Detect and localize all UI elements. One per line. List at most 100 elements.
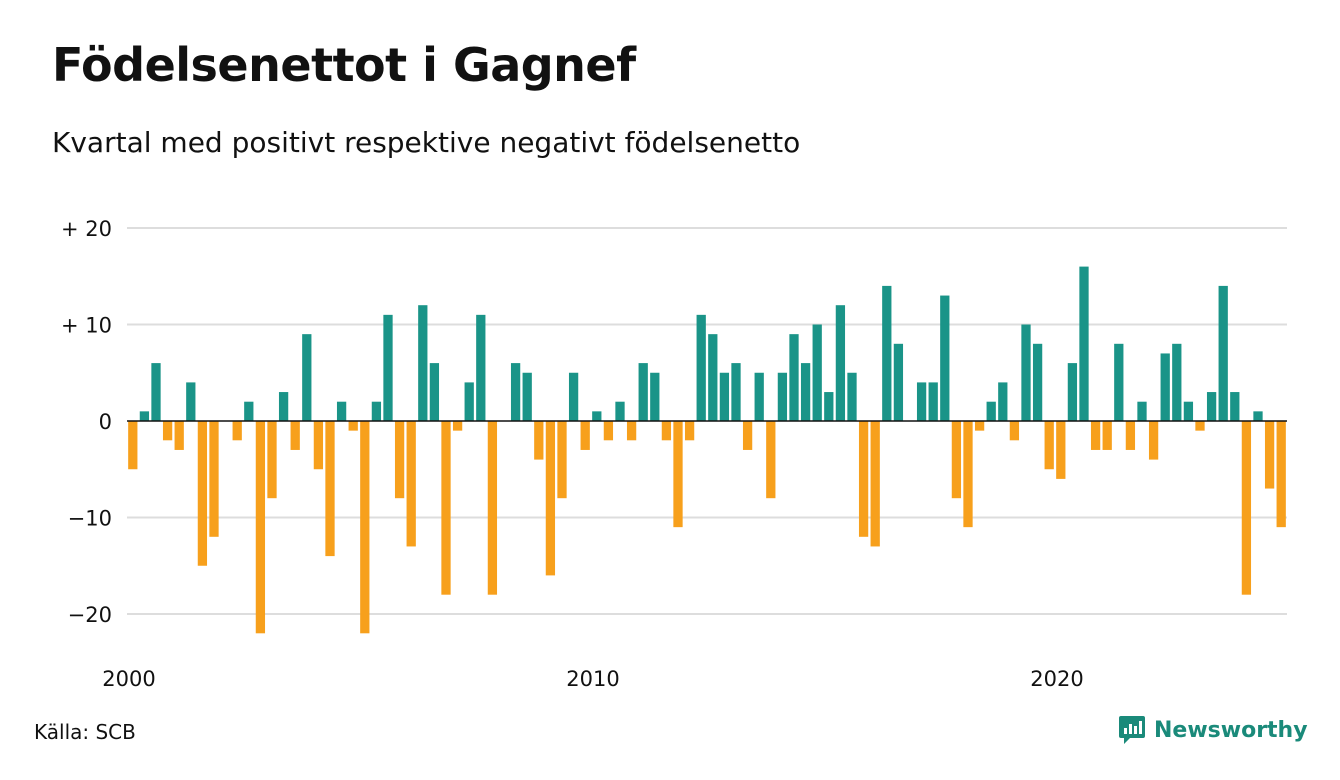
bar-negative (255, 421, 266, 634)
bar-negative (870, 421, 880, 547)
bar-positive (835, 305, 846, 421)
bar-negative (545, 421, 556, 576)
bar-positive (708, 334, 718, 421)
bar-negative (394, 421, 405, 499)
bar-positive (789, 334, 799, 421)
bar-negative (487, 421, 498, 595)
bar-negative (325, 421, 335, 557)
bar-positive (1172, 343, 1182, 421)
bar-positive (302, 334, 312, 421)
bar-positive (139, 411, 150, 421)
bar-positive (1230, 392, 1240, 421)
bar-chart: + 20 + 10 0 −10 −20 2000 2010 2020 (61, 217, 1287, 691)
bar-positive (1021, 324, 1031, 421)
bar-positive (464, 382, 474, 421)
bar-negative (267, 421, 277, 499)
bar-positive (278, 392, 289, 421)
bar-positive (998, 382, 1008, 421)
bar-positive (754, 372, 764, 421)
y-tick-label: + 20 (61, 217, 112, 241)
bar-negative (348, 421, 358, 431)
bar-negative (209, 421, 219, 537)
bar-negative (1102, 421, 1112, 450)
bar-positive (615, 401, 625, 421)
bar-positive (1114, 343, 1124, 421)
bar-positive (371, 401, 382, 421)
bar-negative (951, 421, 962, 499)
bar-positive (1253, 411, 1263, 421)
bar-negative (406, 421, 416, 547)
chart-title: Födelsenettot i Gagnef (52, 38, 636, 92)
bar-negative (1044, 421, 1054, 470)
bar-positive (522, 372, 532, 421)
bar-positive (418, 305, 428, 421)
bar-negative (1241, 421, 1252, 595)
bar-positive (916, 382, 927, 421)
bar-positive (429, 363, 440, 421)
bar-negative (684, 421, 695, 441)
bar-negative (858, 421, 869, 537)
bar-negative (603, 421, 614, 441)
bar-negative (313, 421, 324, 470)
brand-name: Newsworthy (1154, 717, 1308, 743)
bar-positive (650, 372, 660, 421)
bar-negative (534, 421, 544, 460)
bar-positive (336, 401, 347, 421)
bar-positive (510, 363, 521, 421)
bar-positive (592, 411, 602, 421)
bar-positive (568, 372, 579, 421)
bar-negative (580, 421, 590, 450)
y-tick-label: 0 (99, 410, 112, 434)
bar-positive (1067, 363, 1078, 421)
bar-positive (1032, 343, 1043, 421)
bar-positive (476, 314, 486, 421)
bar-positive (812, 324, 822, 421)
y-tick-label: −20 (68, 603, 112, 627)
bar-negative (1276, 421, 1286, 528)
bar-positive (151, 363, 161, 421)
bar-negative (742, 421, 753, 450)
bar-positive (824, 392, 834, 421)
x-axis-labels: 2000 2010 2020 (102, 667, 1083, 691)
bar-positive (1137, 401, 1147, 421)
x-tick-label: 2000 (102, 667, 155, 691)
bar-negative (1125, 421, 1136, 450)
bar-negative (1056, 421, 1066, 479)
bar-negative (626, 421, 637, 441)
bar-positive (1160, 353, 1170, 421)
x-tick-label: 2020 (1030, 667, 1083, 691)
chart-subtitle: Kvartal med positivt respektive negativt… (52, 126, 801, 159)
bar-negative (766, 421, 776, 499)
bar-positive (1183, 401, 1194, 421)
bar-negative (661, 421, 672, 441)
bar-positive (731, 363, 741, 421)
bar-positive (800, 363, 811, 421)
source-note: Källa: SCB (34, 720, 136, 744)
bar-negative (128, 421, 138, 470)
y-tick-label: −10 (68, 507, 112, 531)
bar-negative (974, 421, 985, 431)
bar-positive (882, 285, 892, 421)
bar-positive (893, 343, 904, 421)
bar-positive (777, 372, 788, 421)
bar-negative (1264, 421, 1275, 489)
bar-positive (244, 401, 254, 421)
gridlines (127, 227, 1287, 615)
bar-positive (186, 382, 196, 421)
bar-positive (1218, 285, 1228, 421)
bar-positive (1206, 392, 1217, 421)
bar-positive (1079, 266, 1089, 421)
bar-positive (696, 314, 706, 421)
bar-negative (1090, 421, 1101, 450)
bar-negative (162, 421, 173, 441)
bar-positive (847, 372, 857, 421)
y-tick-label: + 10 (61, 314, 112, 338)
x-tick-label: 2010 (566, 667, 619, 691)
bars (128, 266, 1286, 634)
bar-positive (383, 314, 393, 421)
bar-positive (719, 372, 730, 421)
bar-positive (638, 363, 648, 421)
bar-negative (1009, 421, 1020, 441)
bar-negative (673, 421, 683, 528)
bar-negative (174, 421, 184, 450)
